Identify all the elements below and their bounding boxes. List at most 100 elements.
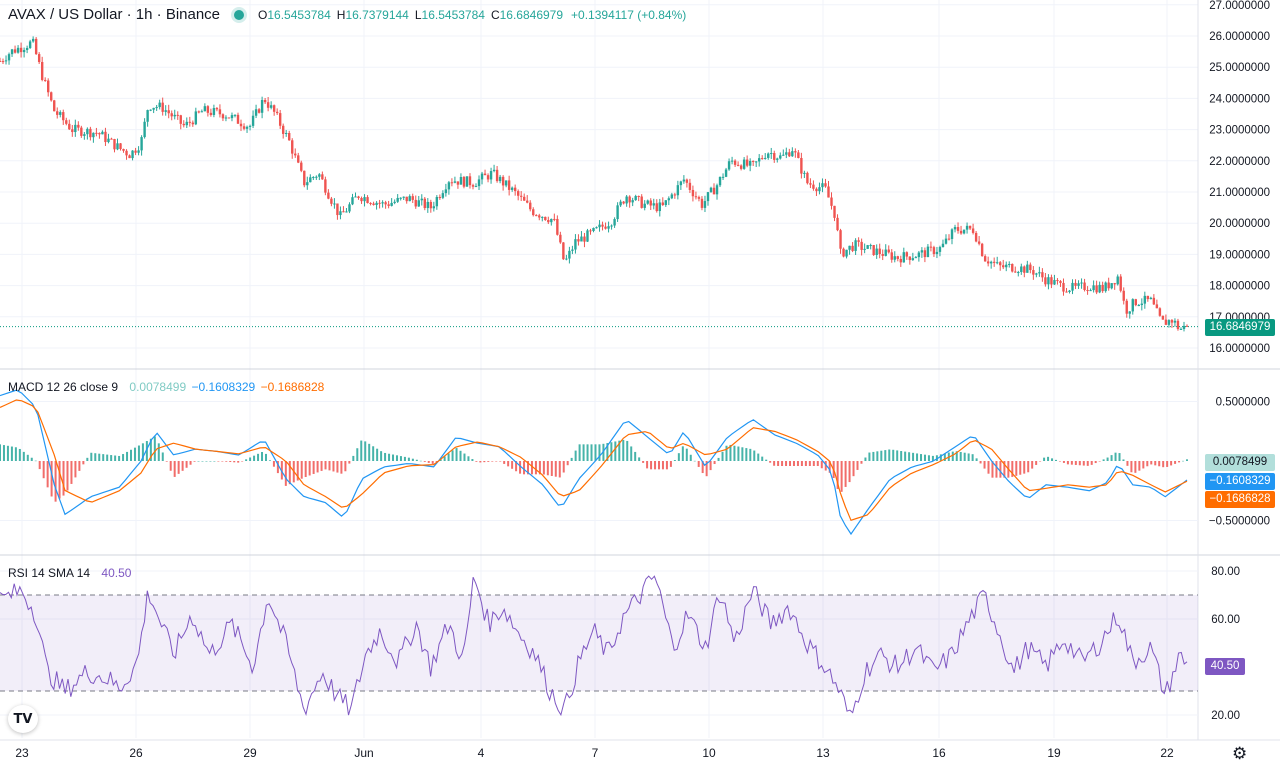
candle-body — [173, 114, 176, 117]
candle-body — [604, 226, 607, 229]
candle-body — [938, 247, 942, 252]
candle-body — [616, 205, 619, 220]
price-tick-label: 25.0000000 — [1209, 62, 1270, 74]
candle-body — [631, 200, 634, 203]
macd-histogram-bar — [0, 444, 1, 461]
candle-body — [348, 204, 351, 212]
candle-body — [179, 115, 182, 124]
macd-histogram-bar — [1142, 461, 1145, 469]
macd-histogram-bar — [650, 461, 653, 470]
macd-histogram-bar — [161, 452, 164, 461]
macd-histogram-bar — [1138, 461, 1141, 471]
candle-body — [559, 234, 562, 243]
candle-body — [845, 249, 848, 257]
candle-body — [378, 202, 381, 204]
candle-body — [965, 225, 969, 230]
macd-histogram-bar — [618, 440, 621, 461]
macd-histogram-bar — [1158, 461, 1161, 467]
macd-histogram-bar — [149, 438, 152, 461]
low-label: L — [414, 7, 422, 22]
candle-body — [1161, 315, 1165, 320]
candle-body — [489, 171, 493, 180]
macd-histogram-bar — [118, 455, 121, 461]
candle-body — [65, 120, 68, 124]
macd-signal-value: −0.1686828 — [260, 380, 325, 394]
candle-body — [149, 109, 152, 111]
macd-histogram-bar — [749, 448, 752, 461]
candle-body — [989, 261, 993, 264]
macd-histogram-bar — [963, 452, 966, 461]
macd-histogram-bar — [276, 461, 279, 474]
macd-histogram-bar — [630, 446, 633, 461]
macd-histogram-bar — [983, 461, 986, 469]
macd-histogram-bar — [1178, 461, 1181, 463]
macd-histogram-bar — [777, 461, 780, 466]
candle-body — [568, 250, 571, 259]
macd-hist-value: 0.0078499 — [129, 380, 187, 394]
macd-histogram-bar — [336, 461, 339, 473]
macd-legend[interactable]: MACD 12 26 close 9 0.0078499 −0.1608329 … — [8, 380, 324, 394]
candle-body — [980, 243, 984, 257]
macd-histogram-bar — [499, 461, 502, 462]
gear-icon[interactable]: ⚙ — [1232, 744, 1248, 764]
candle-body — [935, 251, 939, 255]
candle-body — [878, 248, 881, 255]
candle-body — [1074, 282, 1077, 286]
price-tick-label: 18.0000000 — [1209, 281, 1270, 293]
candle-body — [529, 202, 532, 210]
rsi-legend[interactable]: RSI 14 SMA 14 40.50 — [8, 566, 131, 580]
macd-histogram-bar — [495, 461, 498, 462]
macd-histogram-bar — [789, 461, 792, 466]
candle-body — [327, 192, 330, 199]
candle-body — [815, 188, 818, 192]
macd-histogram-bar — [344, 461, 347, 472]
candle-body — [523, 196, 526, 201]
macd-histogram-bar — [395, 455, 398, 461]
candle-body — [333, 203, 336, 205]
macd-histogram-bar — [304, 461, 307, 478]
macd-histogram-bar — [1043, 457, 1046, 461]
macd-histogram-bar — [904, 451, 907, 461]
price-tick-label: 24.0000000 — [1209, 93, 1270, 105]
rsi-tick-label: 20.00 — [1211, 710, 1240, 722]
symbol-title[interactable]: AVAX / US Dollar · 1h · Binance — [8, 6, 221, 23]
tradingview-logo-icon[interactable]: TV — [8, 705, 38, 733]
macd-histogram-bar — [459, 450, 462, 461]
candle-body — [730, 160, 734, 162]
candle-body — [297, 155, 300, 163]
candle-body — [1065, 291, 1068, 293]
macd-histogram-bar — [229, 461, 232, 463]
macd-histogram-bar — [197, 461, 200, 462]
x-tick-label: 29 — [243, 746, 257, 760]
candle-body — [827, 186, 830, 198]
candle-body — [212, 108, 216, 115]
macd-histogram-bar — [90, 452, 93, 461]
macd-histogram-bar — [511, 461, 514, 469]
candle-body — [556, 218, 559, 235]
candle-body — [507, 180, 511, 190]
macd-histogram-bar — [610, 442, 613, 461]
candle-body — [405, 196, 408, 202]
candle-body — [661, 202, 664, 205]
candle-body — [851, 245, 854, 251]
rsi-band-lines — [0, 594, 1198, 692]
macd-histogram-bar — [971, 454, 974, 461]
macd-histogram-bar — [658, 461, 661, 470]
candle-body — [1107, 282, 1110, 289]
macd-histogram-bar — [1082, 461, 1085, 466]
macd-histogram-bar — [725, 445, 728, 461]
candle-body — [956, 227, 960, 231]
candle-body — [779, 155, 782, 159]
candle-body — [260, 99, 264, 113]
candle-body — [182, 123, 185, 126]
candle-body — [101, 131, 104, 135]
candle-body — [770, 153, 773, 155]
candle-body — [459, 176, 463, 185]
macd-histogram-bar — [757, 453, 760, 461]
macd-histogram-bar — [62, 461, 65, 496]
macd-tick-label: 0.5000000 — [1216, 397, 1270, 409]
candle-body — [53, 100, 56, 112]
candle-body — [429, 201, 433, 209]
candle-body — [950, 229, 954, 239]
